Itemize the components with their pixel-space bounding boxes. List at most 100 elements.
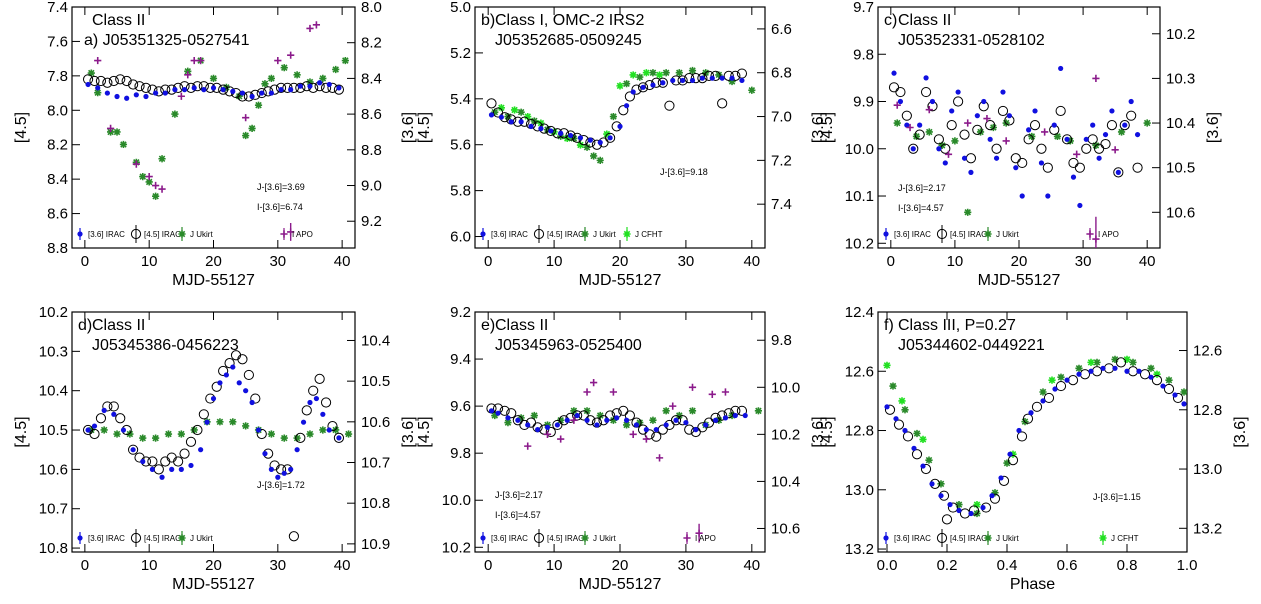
data-point	[115, 413, 126, 424]
data-point	[989, 493, 1001, 504]
data-point	[1100, 365, 1106, 371]
data-point	[908, 143, 919, 154]
y-left-tick-label: 8.6	[47, 206, 68, 223]
data-point	[732, 412, 738, 419]
y-right-tick-label: 9.8	[771, 332, 792, 349]
data-point	[923, 75, 929, 81]
data-point	[204, 419, 210, 425]
data-point	[114, 93, 120, 100]
data-point	[893, 416, 899, 422]
data-point	[946, 120, 957, 131]
data-point	[912, 132, 921, 141]
data-point	[675, 411, 683, 420]
y-left-tick-label: 5.4	[450, 91, 471, 108]
data-point	[944, 150, 953, 158]
x-tick-label: 30	[1075, 253, 1092, 270]
data-point	[545, 426, 556, 438]
data-point	[95, 413, 107, 424]
data-point	[929, 481, 935, 487]
data-point	[243, 388, 249, 394]
data-point	[917, 122, 923, 128]
data-point	[618, 405, 629, 416]
data-point	[1023, 134, 1034, 145]
data-point	[1075, 364, 1083, 372]
data-point	[709, 75, 715, 81]
data-point	[577, 135, 584, 141]
data-point	[949, 108, 955, 114]
data-point	[703, 70, 715, 81]
annotation-text: J-[3.6]=2.17	[495, 490, 543, 500]
data-point	[897, 98, 904, 105]
x-tick-label: 30	[269, 557, 286, 574]
data-point	[94, 56, 102, 65]
data-point	[697, 422, 708, 433]
data-point	[1112, 365, 1118, 371]
data-point	[622, 80, 631, 88]
data-point	[1053, 132, 1062, 141]
data-point	[723, 70, 734, 81]
panel-letter: b)	[481, 12, 495, 29]
data-point	[1040, 398, 1046, 404]
data-point	[237, 354, 248, 365]
data-point	[596, 411, 604, 420]
y-right-tick-label: 10.8	[361, 495, 390, 512]
legend-label: J Ukirt	[996, 230, 1019, 239]
x-tick-label: 0.6	[1057, 557, 1078, 574]
data-point	[1051, 122, 1057, 128]
data-point	[267, 430, 275, 438]
data-point	[102, 77, 113, 88]
x-tick-label: 0.4	[997, 557, 1018, 574]
data-point	[184, 71, 192, 79]
data-point	[1021, 418, 1029, 426]
data-point	[248, 124, 256, 132]
panel-letter: f)	[884, 317, 894, 334]
data-point	[552, 419, 563, 431]
data-point	[730, 70, 741, 81]
data-point	[239, 90, 246, 96]
data-point	[548, 128, 554, 134]
y-right-tick-label: 6.8	[771, 65, 792, 82]
data-point	[497, 104, 505, 112]
data-point	[964, 119, 972, 127]
data-point	[683, 419, 689, 426]
legend-label: [3.6] IRAC	[894, 534, 931, 543]
data-point	[249, 93, 255, 100]
data-point	[268, 466, 274, 472]
data-point	[1128, 98, 1134, 105]
data-point	[1160, 383, 1166, 389]
data-point	[159, 474, 165, 480]
data-point	[1041, 128, 1049, 136]
y-right-tick-label: 10.5	[361, 373, 390, 390]
data-point	[715, 71, 723, 79]
data-point	[297, 83, 303, 89]
data-point	[1151, 375, 1163, 386]
data-point	[925, 106, 933, 114]
annotation-text: J-[3.6]=2.17	[898, 183, 946, 193]
data-point	[688, 407, 697, 415]
data-point	[1181, 401, 1187, 407]
data-point	[274, 56, 282, 65]
data-point	[609, 388, 618, 396]
data-point	[133, 92, 139, 98]
data-point	[275, 464, 287, 475]
data-point	[517, 414, 525, 422]
data-point	[113, 430, 121, 438]
y-right-axis-label: [3.6]	[1205, 112, 1222, 143]
data-point	[901, 406, 909, 414]
data-point	[631, 84, 642, 95]
data-point	[326, 427, 332, 433]
data-point	[624, 410, 635, 421]
data-point	[185, 436, 197, 447]
data-point	[953, 96, 964, 107]
data-point	[217, 380, 223, 386]
data-point	[145, 178, 153, 186]
data-point	[336, 435, 342, 441]
data-point	[1009, 450, 1017, 458]
data-point	[719, 75, 725, 81]
data-point	[968, 169, 974, 175]
data-point	[162, 90, 168, 96]
data-layer	[486, 66, 756, 164]
data-point	[140, 82, 152, 94]
data-point	[281, 470, 287, 476]
data-point	[344, 430, 353, 438]
